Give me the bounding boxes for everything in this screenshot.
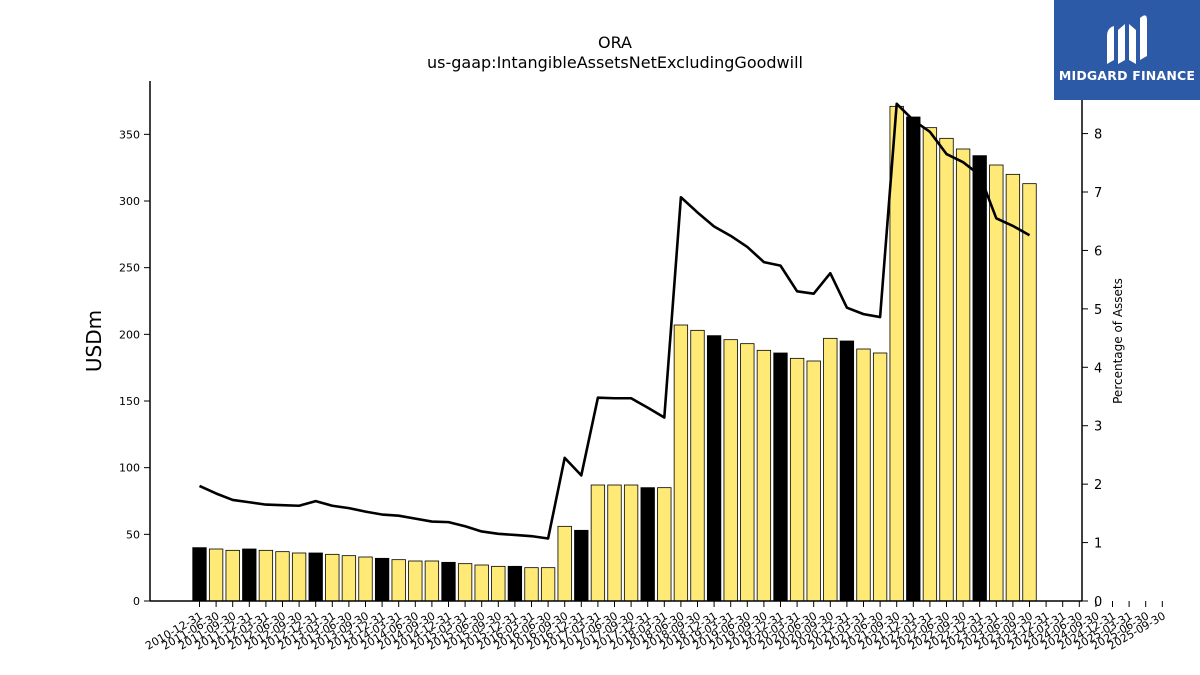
chart-title: ORA [598, 33, 632, 52]
bar-2017-09-30 [623, 484, 639, 602]
y-tick-label: 100 [119, 462, 140, 475]
bar-2021-03-31 [856, 348, 871, 602]
bar-2023-03-31 [989, 164, 1004, 602]
bar-2017-06-30 [607, 484, 622, 602]
y-tick-label: 300 [119, 195, 140, 208]
y-tick-label: 200 [119, 328, 140, 341]
bar-2013-03-31 [325, 553, 340, 602]
bar-2018-06-30 [673, 324, 689, 602]
bar-2012-12-31 [308, 552, 323, 602]
bar-2014-06-30 [408, 560, 423, 602]
chart-subtitle: us-gaap:IntangibleAssetsNetExcludingGood… [427, 53, 803, 72]
bar-2022-12-31 [972, 155, 987, 602]
y-axis-ticks: 0 50 100 150 200 250 300 350 [119, 128, 150, 608]
bar-2021-06-30 [872, 352, 888, 602]
bar-2019-06-30 [740, 343, 755, 602]
line-series [198, 102, 1031, 540]
bar-2022-06-30 [939, 137, 954, 602]
percentage-of-assets-line [198, 102, 1031, 540]
bar-2019-09-30 [756, 349, 772, 602]
y-tick-label: 150 [119, 395, 140, 408]
bar-2020-06-30 [806, 360, 821, 602]
bar-2019-12-31 [773, 352, 788, 602]
bar-2016-03-31 [524, 567, 539, 602]
bar-2022-09-30 [955, 148, 971, 602]
bar-2011-06-30 [208, 548, 224, 602]
bar-2017-12-31 [640, 487, 655, 602]
bar-2013-06-30 [341, 555, 357, 602]
y2-tick-label: 2 [1094, 478, 1102, 493]
y2-tick-label: 3 [1094, 420, 1102, 435]
y-tick-label: 50 [126, 528, 140, 541]
x-axis-ticks: 2010-12-312011-06-302011-09-302011-12-31… [143, 601, 1168, 653]
bar-2016-06-30 [540, 567, 556, 602]
bar-2013-09-30 [358, 556, 373, 602]
bar-2014-03-31 [391, 559, 406, 602]
bar-2016-09-30 [557, 525, 572, 602]
axes [149, 81, 1083, 602]
y2-tick-label: 4 [1094, 361, 1102, 376]
bar-2012-06-30 [275, 551, 290, 602]
y2-tick-label: 1 [1094, 537, 1102, 552]
bar-2010-12-31 [192, 547, 207, 602]
y2-tick-label: 5 [1094, 303, 1102, 318]
bar-2023-06-30 [1005, 173, 1021, 602]
y2-tick-label: 7 [1094, 186, 1102, 201]
bar-2013-12-31 [374, 557, 390, 602]
bar-2021-12-31 [906, 116, 921, 602]
bar-2011-12-31 [242, 548, 257, 602]
bar-2015-09-30 [491, 565, 506, 602]
bar-2017-03-31 [590, 484, 606, 602]
bar-2020-09-30 [823, 337, 838, 602]
bar-2014-09-30 [424, 560, 440, 602]
bar-2018-09-30 [690, 329, 705, 602]
y-tick-label: 0 [133, 595, 140, 608]
bar-2020-03-31 [789, 357, 805, 602]
midgard-logo-icon [1107, 15, 1147, 64]
bar-2020-12-31 [839, 340, 855, 602]
bar-2015-12-31 [507, 565, 523, 602]
y-tick-label: 350 [119, 128, 140, 141]
bar-2018-12-31 [706, 335, 722, 602]
y2-axis-ticks: 0 1 2 3 4 5 6 7 8 [1082, 128, 1102, 610]
bar-2014-12-31 [441, 561, 456, 602]
y-tick-label: 250 [119, 262, 140, 275]
bar-2012-03-31 [258, 549, 274, 602]
bar-2019-03-31 [723, 339, 738, 602]
y2-axis-label: Percentage of Assets [1111, 278, 1125, 404]
y-axis-label: USDm [82, 310, 106, 372]
bar-2023-09-30 [1022, 183, 1037, 602]
bar-2011-09-30 [225, 549, 240, 602]
y2-tick-label: 8 [1094, 128, 1102, 143]
midgard-finance-logo: MIDGARD FINANCE [1054, 0, 1200, 100]
bar-2015-06-30 [474, 564, 489, 602]
bar-2016-12-31 [574, 529, 589, 602]
bar-2012-09-30 [291, 552, 307, 602]
y2-tick-label: 6 [1094, 244, 1102, 259]
logo-text: MIDGARD FINANCE [1058, 68, 1196, 83]
bar-2022-03-31 [922, 127, 938, 602]
y2-tick-label: 0 [1094, 595, 1102, 610]
bar-2015-03-31 [457, 563, 473, 602]
bar-2018-03-31 [657, 487, 672, 602]
bar-series [192, 105, 1037, 602]
